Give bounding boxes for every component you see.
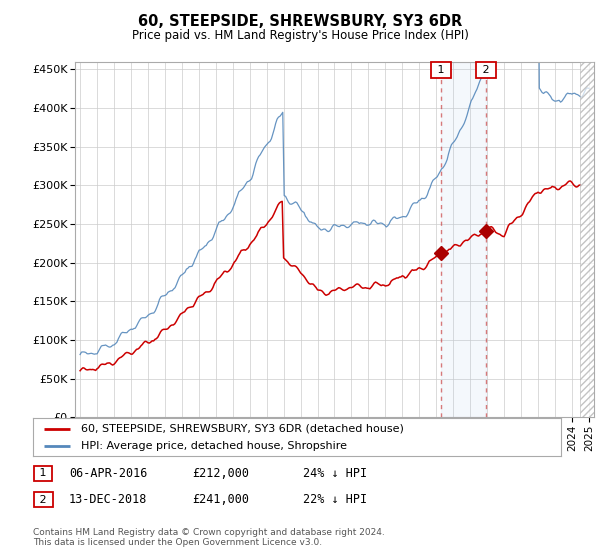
Text: Contains HM Land Registry data © Crown copyright and database right 2024.
This d: Contains HM Land Registry data © Crown c… xyxy=(33,528,385,548)
Text: £241,000: £241,000 xyxy=(192,493,249,506)
Text: 60, STEEPSIDE, SHREWSBURY, SY3 6DR: 60, STEEPSIDE, SHREWSBURY, SY3 6DR xyxy=(138,14,462,29)
Text: 06-APR-2016: 06-APR-2016 xyxy=(69,466,148,480)
Bar xyxy=(441,62,486,417)
Text: 2: 2 xyxy=(36,494,50,505)
Text: 13-DEC-2018: 13-DEC-2018 xyxy=(69,493,148,506)
Text: HPI: Average price, detached house, Shropshire: HPI: Average price, detached house, Shro… xyxy=(80,441,347,451)
Text: 2: 2 xyxy=(479,65,493,75)
Text: 1: 1 xyxy=(36,468,50,478)
Text: 1: 1 xyxy=(434,65,448,75)
Text: £212,000: £212,000 xyxy=(192,466,249,480)
Text: 22% ↓ HPI: 22% ↓ HPI xyxy=(303,493,367,506)
Text: 24% ↓ HPI: 24% ↓ HPI xyxy=(303,466,367,480)
Text: Price paid vs. HM Land Registry's House Price Index (HPI): Price paid vs. HM Land Registry's House … xyxy=(131,29,469,42)
Text: 60, STEEPSIDE, SHREWSBURY, SY3 6DR (detached house): 60, STEEPSIDE, SHREWSBURY, SY3 6DR (deta… xyxy=(80,423,403,433)
Bar xyxy=(580,62,594,417)
